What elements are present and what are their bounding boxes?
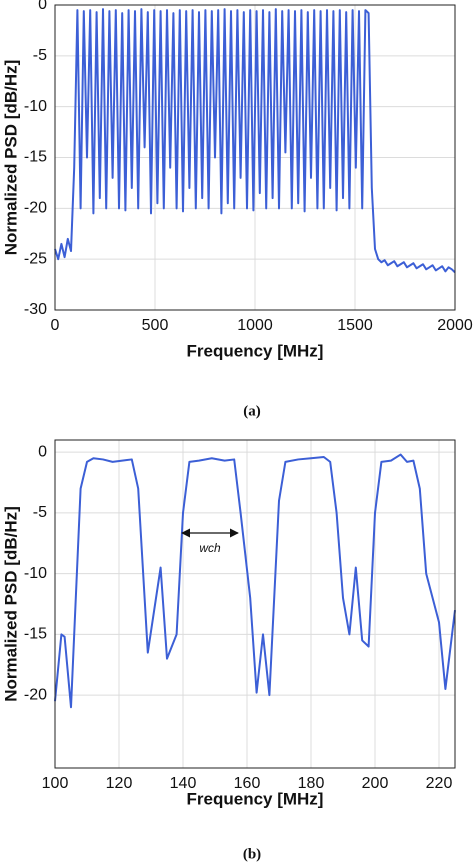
chart-panel: 0 -5 -10 -15 -20 100 120 140 160 180 200 220 Frequen… [1,439,456,862]
y-tick-label: -15 [24,149,47,166]
x-tick-label: 1500 [337,317,373,334]
x-tick-label: 160 [234,775,261,792]
y-tick-label: -20 [24,200,47,217]
chart-panel: 0-5-10-15-20-25-300 500 1000 1500 2000Freque… [1,0,472,419]
x-tick-label: 140 [170,775,197,792]
x-axis-label: Frequency [MHz] [187,789,324,808]
y-tick-label: -5 [33,47,47,64]
x-tick-label: 220 [426,775,453,792]
x-tick-label: 200 [362,775,389,792]
y-tick-label: -10 [24,98,47,115]
x-tick-label: 120 [106,775,133,792]
y-tick-label: 0 [38,0,47,13]
y-axis-label: Normalized PSD [dB/Hz] [1,60,20,256]
y-tick-label: -20 [24,686,47,703]
x-tick-label: 2000 [437,317,473,334]
annotation: wch [199,541,221,555]
y-tick-label: 0 [38,443,47,460]
x-tick-label: 500 [142,317,169,334]
axes-frame [54,439,456,769]
x-axis-label: Frequency [MHz] [187,341,324,360]
caption: (a) [243,403,261,419]
y-tick-label: -10 [24,565,47,582]
x-tick-label: 1000 [237,317,273,334]
plot-area [55,440,455,768]
line-series [54,8,456,274]
line-series [54,453,456,709]
y-tick-label: -25 [24,250,47,267]
y-tick-label: -5 [33,504,47,521]
y-axis-label: Normalized PSD [dB/Hz] [1,506,20,702]
x-tick-label: 0 [51,317,60,334]
y-tick-label: -15 [24,626,47,643]
y-tick-label: -30 [24,301,47,318]
x-tick-label: 180 [298,775,325,792]
caption: (b) [243,846,261,862]
x-tick-label: 100 [42,775,69,792]
axes-frame [54,4,456,311]
